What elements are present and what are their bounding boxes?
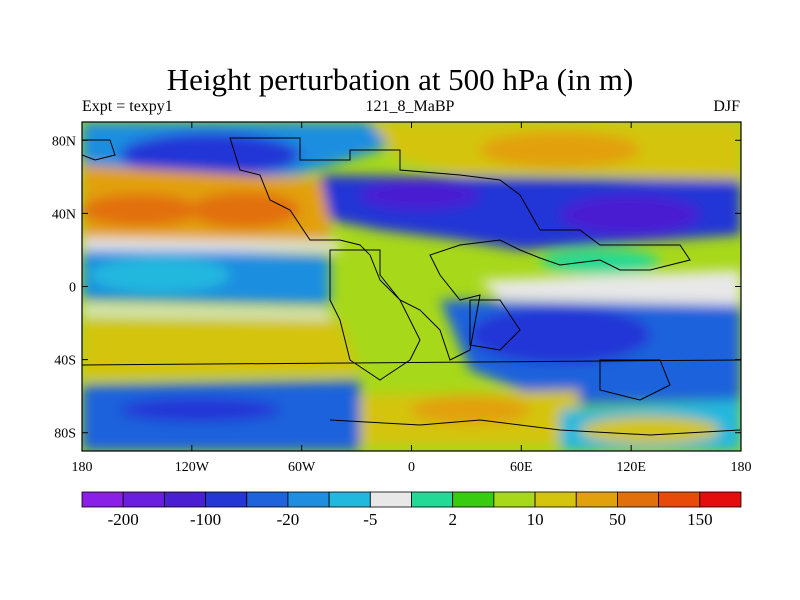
y-tick-label: 40S (54, 354, 76, 369)
colorbar-swatch (246, 491, 289, 508)
colorbar-swatch (493, 491, 536, 508)
x-tick-label: 120W (175, 460, 210, 475)
x-axis: 180 120W 60W 0 60E 120E 180 (72, 122, 752, 475)
colorbar-label: 10 (527, 510, 544, 529)
colorbar-swatch (411, 491, 454, 508)
colorbar-swatch (658, 491, 701, 508)
x-tick-label: 180 (731, 460, 752, 475)
experiment-label: Expt = texpy1 (82, 98, 173, 115)
chart-title: Height perturbation at 500 hPa (in m) (166, 62, 634, 97)
colorbar-swatch (122, 491, 165, 508)
y-tick-label: 80N (52, 134, 76, 149)
colorbar-swatch (617, 491, 660, 508)
colorbar-swatch (163, 491, 206, 508)
colorbar-label: 150 (687, 510, 713, 529)
run-label: 121_8_MaBP (365, 98, 455, 115)
colorbar-swatch (205, 491, 248, 508)
x-tick-label: 60E (510, 460, 533, 475)
colorbar-label: -100 (190, 510, 221, 529)
colorbar-swatch (287, 491, 330, 508)
colorbar: -200 -100 -20 -5 2 10 50 150 (81, 491, 742, 529)
colorbar-swatch (328, 491, 371, 508)
y-tick-label: 0 (69, 281, 76, 296)
y-axis: 80N 40N 0 40S 80S (52, 134, 741, 442)
colorbar-swatch (534, 491, 577, 508)
x-tick-label: 60W (288, 460, 316, 475)
colorbar-swatch (81, 491, 124, 508)
colorbar-swatch (699, 491, 742, 508)
colorbar-label: -20 (277, 510, 300, 529)
colorbar-label: 50 (609, 510, 626, 529)
colorbar-swatch (369, 491, 412, 508)
x-tick-label: 180 (72, 460, 93, 475)
colorbar-label: -200 (108, 510, 139, 529)
y-tick-label: 80S (54, 427, 76, 442)
colorbar-label: -5 (363, 510, 377, 529)
colorbar-label: 2 (448, 510, 457, 529)
x-tick-label: 120E (616, 460, 646, 475)
colorbar-swatch (575, 491, 618, 508)
y-tick-label: 40N (52, 207, 76, 222)
season-label: DJF (713, 98, 740, 115)
colorbar-swatch (452, 491, 495, 508)
height-field-map (82, 122, 741, 451)
x-tick-label: 0 (408, 460, 415, 475)
